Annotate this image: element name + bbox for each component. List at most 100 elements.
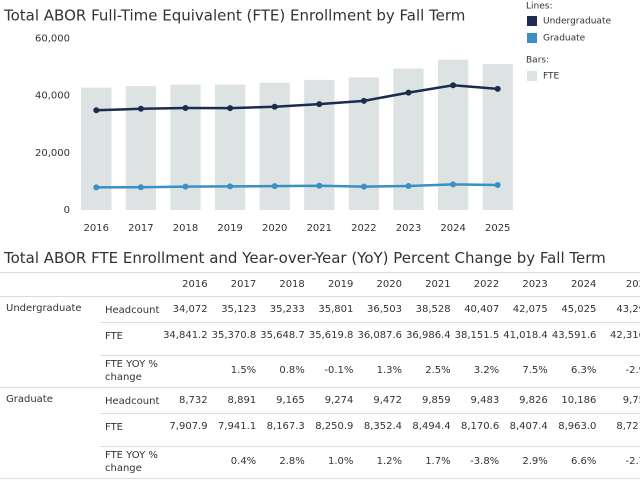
measure-label: Headcount [105, 305, 160, 316]
y-tick-label: 40,000 [35, 91, 70, 102]
table-cell: 35,233 [269, 304, 305, 315]
legend-swatch [527, 33, 537, 43]
line-point [227, 105, 234, 112]
measure-label: Headcount [105, 396, 160, 407]
line-point [227, 183, 234, 190]
table-cell: 38,528 [415, 304, 451, 315]
line-point [182, 183, 189, 190]
line-point [316, 182, 323, 189]
column-header: 2020 [376, 279, 402, 290]
x-tick-label: 2017 [128, 223, 153, 234]
measure-label: FTE [105, 331, 124, 342]
legend-swatch [527, 71, 537, 81]
table-cell: 7.5% [522, 365, 548, 376]
table-cell: -3.8% [470, 456, 500, 467]
measure-label: FTE YOY % change [105, 359, 158, 383]
table-cell: 0.4% [230, 456, 257, 467]
table-cell: 1.3% [376, 365, 402, 376]
table-cell: -2.7 [625, 456, 640, 467]
table-cell: 6.6% [570, 456, 597, 467]
line-point [137, 184, 144, 191]
y-tick-label: 20,000 [35, 148, 70, 159]
line-point [450, 181, 457, 188]
legend-swatch [527, 16, 537, 26]
legend-title: Bars: [526, 56, 549, 66]
table-cell: 42,316 [609, 330, 640, 341]
table-cell: 1.0% [327, 456, 354, 467]
measure-label: FTE YOY % change [105, 450, 158, 474]
y-tick-label: 60,000 [35, 33, 70, 44]
table-cell: 34,072 [172, 304, 208, 315]
table-cell: -0.1% [324, 365, 354, 376]
line-point [360, 97, 367, 104]
table-cell: 8,407.4 [509, 421, 548, 432]
x-tick-label: 2024 [440, 223, 465, 234]
table-cell: 8,352.4 [363, 421, 402, 432]
line-point [93, 184, 100, 191]
table-cell: 40,407 [464, 304, 500, 315]
line-point [494, 182, 501, 189]
line-point [137, 105, 144, 112]
table-cell: 8,494.4 [412, 421, 451, 432]
column-header: 2024 [570, 279, 597, 290]
table-border [0, 296, 640, 297]
line-point [450, 82, 457, 89]
x-tick-label: 2020 [262, 223, 287, 234]
table-cell: 43,29 [616, 304, 640, 315]
legend-label: Graduate [543, 34, 586, 44]
table-cell: 8,170.6 [461, 421, 500, 432]
table-cell: 8,167.3 [266, 421, 305, 432]
table-cell: 9,472 [373, 395, 402, 406]
legend-title: Lines: [526, 2, 552, 12]
table-cell: 9,75 [622, 395, 640, 406]
table-cell: 8,963.0 [558, 421, 597, 432]
line-point [405, 182, 412, 189]
group-line [0, 478, 640, 479]
table-cell: 1.2% [376, 456, 402, 467]
line-point [182, 104, 189, 111]
table-cell: 7,907.9 [169, 421, 208, 432]
x-tick-label: 2025 [485, 223, 510, 234]
measure-label: FTE [105, 422, 124, 433]
table-cell: 35,648.7 [260, 330, 305, 341]
group-label: Undergraduate [6, 303, 82, 314]
table-cell: 7,941.1 [218, 421, 257, 432]
line-point [405, 89, 412, 96]
column-header: 2017 [230, 279, 257, 290]
x-tick-label: 2023 [396, 223, 421, 234]
table-cell: 10,186 [561, 395, 597, 406]
line-point [494, 85, 501, 92]
table-cell: 0.8% [279, 365, 305, 376]
table-cell: 1.7% [425, 456, 451, 467]
table-cell: 9,859 [421, 395, 451, 406]
table-cell: 34,841.2 [163, 330, 208, 341]
legend-label: FTE [543, 72, 560, 82]
line [96, 84, 498, 112]
table-cell: -2.9 [625, 365, 640, 376]
table-cell: 8,732 [178, 395, 208, 406]
row-line [100, 413, 640, 414]
table-cell: 8,721 [616, 421, 640, 432]
line [96, 183, 498, 189]
table-cell: 2.5% [425, 365, 451, 376]
table-cell: 1.5% [230, 365, 257, 376]
line-point [360, 183, 367, 190]
table-cell: 43,591.6 [551, 330, 597, 341]
table-cell: 2.8% [279, 456, 305, 467]
row-line [100, 446, 640, 447]
group-line [0, 387, 640, 388]
table-cell: 6.3% [570, 365, 597, 376]
table-cell: 36,087.6 [357, 330, 402, 341]
column-header: 202 [625, 279, 640, 290]
line-point [316, 101, 323, 108]
x-tick-label: 2016 [84, 223, 109, 234]
table-cell: 35,123 [221, 304, 257, 315]
table-cell: 35,619.8 [308, 330, 354, 341]
table-cell: 35,370.8 [211, 330, 257, 341]
table-cell: 3.2% [473, 365, 500, 376]
table-cell: 9,483 [470, 395, 500, 406]
row-line [100, 322, 640, 323]
table-border [0, 272, 640, 273]
